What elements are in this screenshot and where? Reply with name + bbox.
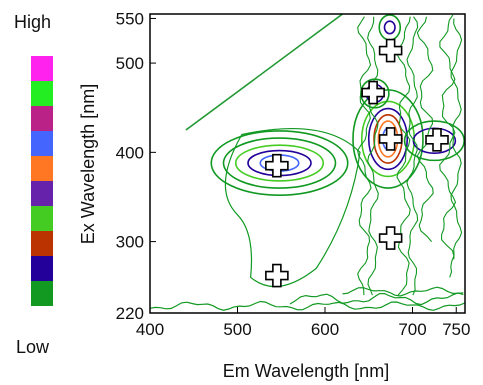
- legend-swatch: [31, 81, 53, 106]
- x-tick-label: 700: [398, 320, 426, 339]
- x-tick-label: 600: [311, 320, 339, 339]
- y-tick-label: 220: [116, 304, 144, 323]
- rayleigh-scatter-line: [185, 14, 343, 131]
- contour-level: [367, 107, 409, 171]
- x-tick-label: 750: [442, 320, 470, 339]
- plot-frame: [149, 13, 466, 314]
- legend-swatch: [31, 56, 53, 81]
- peak-markers: [265, 38, 449, 288]
- legend-swatch: [31, 256, 53, 281]
- peak-marker: [378, 127, 403, 151]
- legend-color-scale: [31, 56, 53, 306]
- peak-marker: [425, 128, 449, 152]
- y-tick-label: 400: [116, 143, 144, 162]
- contour-lines: [210, 14, 465, 196]
- peak-marker: [265, 263, 289, 288]
- contour-level: [210, 130, 349, 196]
- background-contour: [342, 286, 464, 297]
- contour-level: [234, 144, 325, 182]
- background-contour: [357, 16, 372, 296]
- background-contour: [439, 14, 457, 278]
- background-contour: [416, 16, 434, 242]
- contour-level: [383, 20, 396, 35]
- legend-swatch: [31, 181, 53, 206]
- x-tick-label: 400: [136, 320, 164, 339]
- background-contour: [224, 127, 361, 288]
- y-tick-label: 300: [116, 233, 144, 252]
- peak-marker: [378, 38, 403, 63]
- contour-level: [378, 14, 402, 41]
- legend-high-label: High: [14, 12, 51, 32]
- legend-low-label: Low: [16, 337, 50, 357]
- background-contour-lines: [150, 14, 465, 311]
- background-contour: [367, 16, 379, 296]
- background-contour: [396, 16, 411, 296]
- background-contour: [289, 292, 464, 306]
- y-axis-label: Ex Wavelength [nm]: [78, 84, 98, 244]
- contour-region: [378, 14, 402, 41]
- y-axis-ticks: 220 300 400 500 550: [116, 9, 156, 323]
- peak-marker: [378, 226, 403, 250]
- contour-plot-area: [150, 14, 465, 311]
- legend-swatch: [31, 231, 53, 256]
- y-tick-label: 500: [116, 54, 144, 73]
- legend-swatch: [31, 206, 53, 231]
- rayleigh-line: [185, 14, 343, 131]
- contour-level: [222, 137, 337, 189]
- background-contour: [450, 18, 463, 260]
- x-axis-label: Em Wavelength [nm]: [223, 361, 389, 381]
- x-axis-ticks: 400 500 600 700 750: [136, 307, 470, 339]
- legend-swatch: [31, 106, 53, 131]
- peak-marker: [361, 80, 385, 105]
- contour-level: [403, 120, 465, 162]
- y-tick-label: 550: [116, 9, 144, 28]
- legend-swatch: [31, 131, 53, 156]
- x-tick-label: 500: [223, 320, 251, 339]
- background-contour: [150, 300, 465, 311]
- legend-swatch: [31, 156, 53, 181]
- background-contour: [406, 16, 419, 296]
- peak-marker: [265, 153, 289, 178]
- legend-swatch: [31, 281, 53, 306]
